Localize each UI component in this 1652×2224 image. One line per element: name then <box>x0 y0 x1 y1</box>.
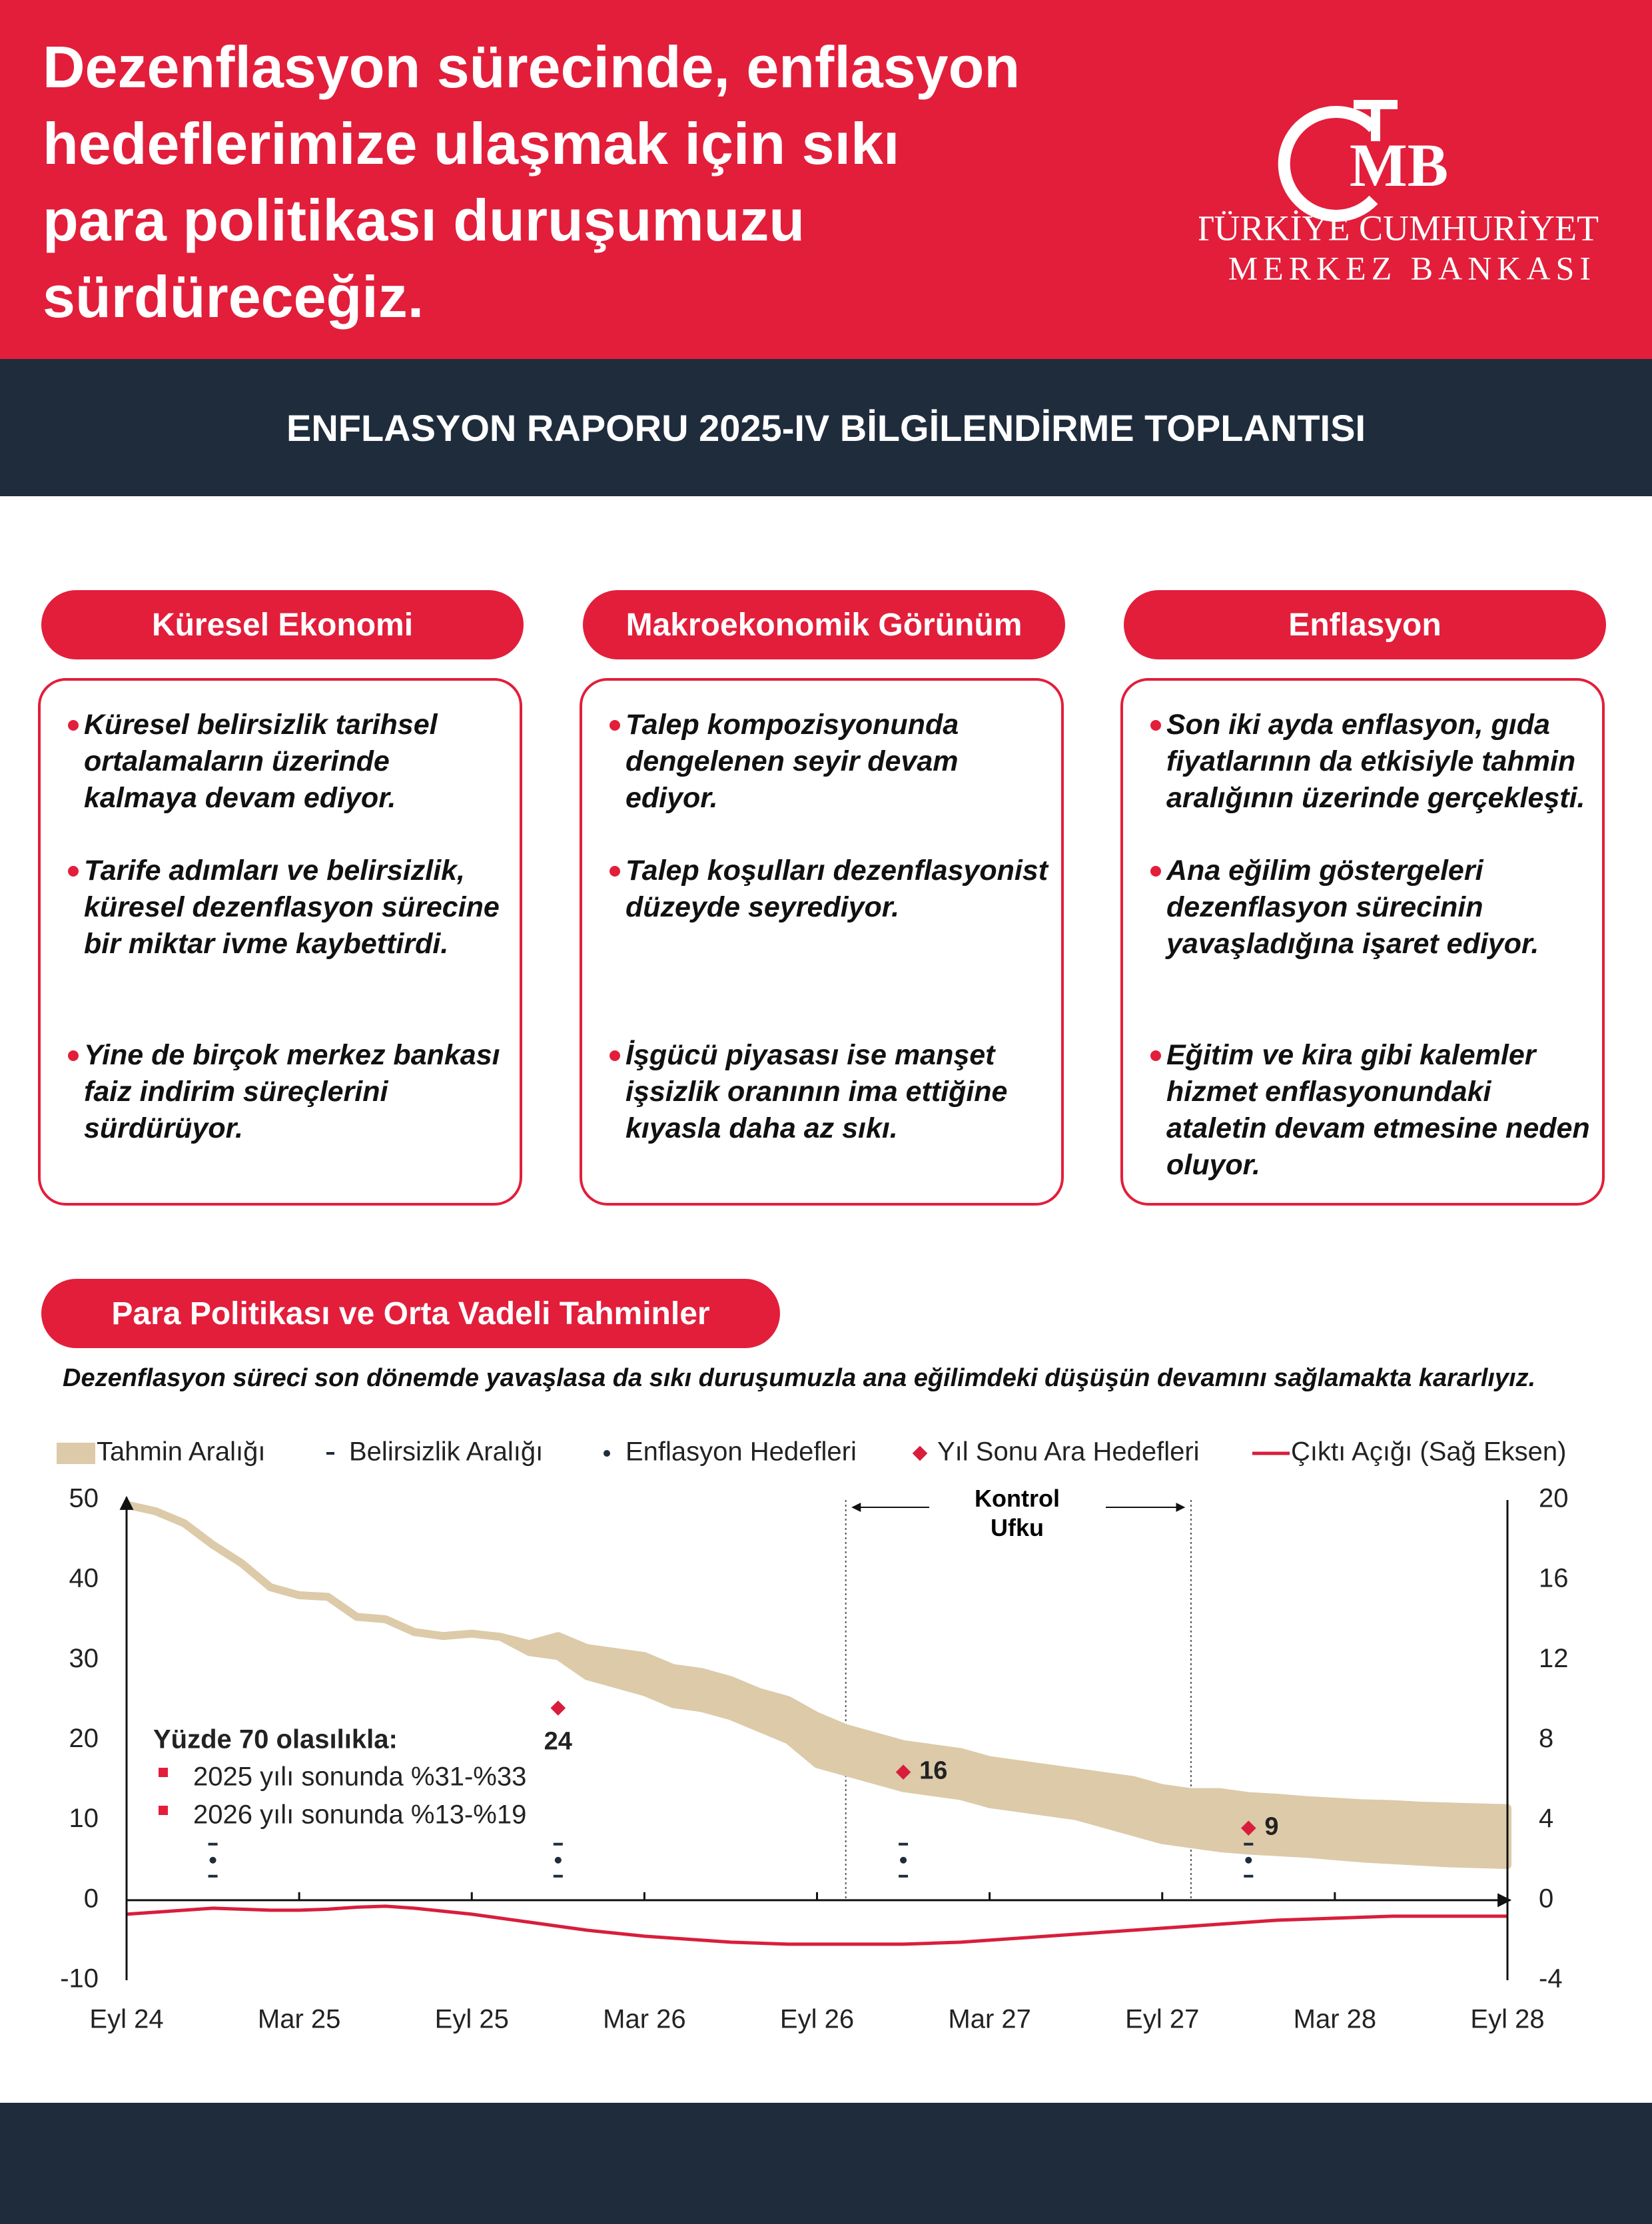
title-line: Dezenflasyon sürecinde, enflasyon <box>43 34 1021 100</box>
legend-swatch <box>604 1450 610 1457</box>
year-end-label: 24 <box>544 1727 572 1755</box>
bullet: Talep kompozisyonunda dengelenen seyir d… <box>610 707 1052 817</box>
y2-tick-label: -4 <box>1539 1964 1563 1994</box>
y-tick-label: 50 <box>69 1484 99 1513</box>
y2-tick-label: 8 <box>1539 1724 1553 1753</box>
bullet-dot <box>1150 866 1161 877</box>
bullet-text: Küresel belirsizlik tarihsel ortalamalar… <box>84 709 438 814</box>
target-dot <box>209 1856 216 1864</box>
bullet: Tarife adımları ve belirsizlik, küresel … <box>68 853 510 962</box>
bullet-text: Eğitim ve kira gibi kalemler hizmet enfl… <box>1166 1039 1590 1181</box>
legend-label: Belirsizlik Aralığı <box>349 1437 543 1467</box>
y-tick-label: -10 <box>60 1964 99 1994</box>
output-gap-line <box>126 1904 1507 1946</box>
bullet: Talep koşulları dezenflasyonist düzeyde … <box>610 853 1052 926</box>
legend-label: Yıl Sonu Ara Hedefleri <box>937 1437 1200 1467</box>
x-tick-label: Mar 26 <box>603 2005 686 2034</box>
y-tick-label: 30 <box>69 1644 99 1673</box>
year-end-target <box>895 1764 911 1780</box>
bullet-dot <box>68 1050 79 1061</box>
y-tick-label: 0 <box>84 1884 99 1913</box>
footer <box>0 2103 1652 2224</box>
bullet-dot <box>1150 720 1161 731</box>
bullet-text: Talep koşulları dezenflasyonist düzeyde … <box>625 855 1048 923</box>
annotation-bullet <box>159 1806 168 1815</box>
legend-label: Enflasyon Hedefleri <box>625 1437 857 1467</box>
year-end-target <box>550 1700 566 1716</box>
bullet-dot <box>1150 1050 1161 1061</box>
bullet-dot <box>68 866 79 877</box>
chart-subtitle: Dezenflasyon süreci son dönemde yavaşlas… <box>63 1364 1536 1392</box>
bullet-text: İşgücü piyasası ise manşet işsizlik oran… <box>625 1039 1008 1144</box>
target-dot <box>554 1856 562 1864</box>
card: Küresel belirsizlik tarihsel ortalamalar… <box>38 678 522 1206</box>
bullet: Ana eğilim göstergeleri dezenflasyon sür… <box>1150 853 1593 962</box>
title-line: sürdüreceğiz. <box>43 264 424 330</box>
bullet-text: Son iki ayda enflasyon, gıda fiyatlarını… <box>1166 709 1585 814</box>
logo-t <box>1371 100 1380 141</box>
card-title: Makroekonomik Görünüm <box>583 590 1065 659</box>
annotation-item: 2025 yılı sonunda %31-%33 <box>193 1762 526 1792</box>
card: Son iki ayda enflasyon, gıda fiyatlarını… <box>1120 678 1605 1206</box>
legend-swatch <box>57 1443 95 1464</box>
x-tick-label: Eyl 27 <box>1125 2005 1199 2034</box>
x-tick-label: Eyl 26 <box>780 2005 854 2034</box>
header: Dezenflasyon sürecinde, enflasyon hedefl… <box>0 0 1652 359</box>
bullet-dot <box>610 866 620 877</box>
annotation-title: Yüzde 70 olasılıkla: <box>153 1725 398 1754</box>
bullet-dot <box>610 720 620 731</box>
bullet: Küresel belirsizlik tarihsel ortalamalar… <box>68 707 510 817</box>
legend-label: Çıktı Açığı (Sağ Eksen) <box>1291 1437 1567 1467</box>
y2-tick-label: 0 <box>1539 1884 1553 1913</box>
bullet-text: Talep kompozisyonunda dengelenen seyir d… <box>625 709 959 814</box>
y2-tick-label: 20 <box>1539 1484 1569 1513</box>
logo-line: TÜRKİYE CUMHURİYET <box>1199 208 1599 248</box>
bullet: Yine de birçok merkez bankası faiz indir… <box>68 1037 510 1147</box>
chart: -10 0 10 20 30 40 50 -4 0 4 8 12 16 20 Eyl 24 Mar 25 Eyl… <box>57 1437 1569 2034</box>
bullet: Son iki ayda enflasyon, gıda fiyatlarını… <box>1150 707 1593 817</box>
target-dot <box>900 1856 907 1864</box>
bullet-dot <box>68 720 79 731</box>
bullet: Eğitim ve kira gibi kalemler hizmet enfl… <box>1150 1037 1593 1184</box>
card-title: Enflasyon <box>1124 590 1606 659</box>
y2-tick-label: 4 <box>1539 1804 1553 1833</box>
year-end-target <box>1240 1820 1256 1836</box>
y2-tick-label: 16 <box>1539 1564 1569 1593</box>
card-title: Küresel Ekonomi <box>41 590 524 659</box>
bullet-text: Tarife adımları ve belirsizlik, küresel … <box>84 855 500 960</box>
year-end-label: 9 <box>1264 1813 1278 1841</box>
x-tick-label: Mar 27 <box>948 2005 1031 2034</box>
x-tick-label: Eyl 25 <box>435 2005 509 2034</box>
x-tick-label: Mar 28 <box>1294 2005 1377 2034</box>
logo-line: MERKEZ BANKASI <box>1228 249 1596 286</box>
bullet-text: Yine de birçok merkez bankası faiz indir… <box>84 1039 500 1144</box>
logo-arc <box>1278 106 1378 222</box>
year-end-label: 16 <box>919 1757 947 1785</box>
logo-monogram: MB <box>1350 131 1448 199</box>
y-tick-label: 10 <box>69 1804 99 1833</box>
annotation-item: 2026 yılı sonunda %13-%19 <box>193 1800 526 1830</box>
annotation-bullet <box>159 1768 168 1777</box>
bullet-dot <box>610 1050 620 1061</box>
legend-label: Tahmin Aralığı <box>97 1437 265 1467</box>
target-dot <box>1245 1856 1252 1864</box>
y2-tick-label: 12 <box>1539 1644 1569 1673</box>
banner: ENFLASYON RAPORU 2025-IV BİLGİLENDİRME T… <box>0 359 1652 496</box>
title-line: para politikası duruşumuzu <box>43 187 805 253</box>
x-tick-label: Mar 25 <box>258 2005 341 2034</box>
card: Talep kompozisyonunda dengelenen seyir d… <box>580 678 1064 1206</box>
y-tick-label: 20 <box>69 1724 99 1753</box>
bullet: İşgücü piyasası ise manşet işsizlik oran… <box>610 1037 1052 1147</box>
section-title: Para Politikası ve Orta Vadeli Tahminler <box>41 1279 780 1348</box>
x-tick-label: Eyl 28 <box>1470 2005 1544 2034</box>
control-horizon-label: Kontrol Ufku <box>975 1485 1060 1541</box>
title-line: hedeflerimize ulaşmak için sıkı <box>43 111 900 177</box>
legend-swatch <box>912 1445 928 1461</box>
logo: MB TÜRKİYE CUMHURİYET MERKEZ BANKASI <box>1199 100 1599 286</box>
y-tick-label: 40 <box>69 1564 99 1593</box>
bullet-text: Ana eğilim göstergeleri dezenflasyon sür… <box>1166 855 1539 960</box>
x-tick-label: Eyl 24 <box>89 2005 163 2034</box>
